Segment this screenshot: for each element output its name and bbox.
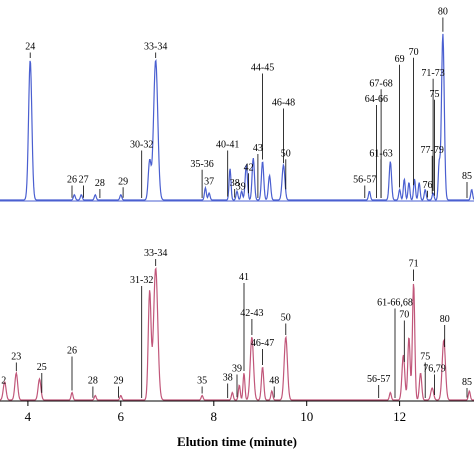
x-tick-label: 10	[300, 409, 313, 424]
peak-label-27: 27	[79, 175, 89, 186]
x-tick-label: 12	[393, 409, 406, 424]
peak-label-23: 23	[11, 352, 21, 363]
x-tick-label: 6	[118, 409, 125, 424]
peak-label-46-47: 46-47	[251, 338, 274, 349]
peak-label-50: 50	[281, 313, 291, 324]
peak-label-71-73: 71-73	[421, 68, 444, 79]
peak-label-2: 2	[1, 376, 6, 387]
x-tick-label: 4	[25, 409, 32, 424]
peak-label-85: 85	[462, 171, 472, 182]
peak-label-67-68: 67-68	[369, 78, 392, 89]
x-tick-label: 8	[211, 409, 218, 424]
peak-label-26: 26	[67, 346, 77, 357]
peak-label-44-45: 44-45	[251, 63, 274, 74]
peak-label-26: 26	[67, 175, 77, 186]
peak-label-38: 38	[223, 373, 233, 384]
peak-label-56-57: 56-57	[367, 374, 390, 385]
peak-label-80: 80	[440, 314, 450, 325]
peak-label-41: 41	[239, 272, 249, 283]
peak-label-69: 69	[395, 54, 405, 65]
peak-label-30-32: 30-32	[130, 140, 153, 151]
x-axis-ticks: 4 6 8 10 12	[25, 401, 406, 424]
peak-label-25: 25	[37, 362, 47, 373]
peak-label-61-66-68: 61-66,68	[377, 298, 413, 309]
peak-label-75: 75	[430, 89, 440, 100]
peak-label-76: 76	[423, 180, 433, 191]
peak-label-29: 29	[118, 176, 128, 187]
peak-label-77-79: 77-79	[421, 145, 444, 156]
peak-label-33-34: 33-34	[144, 248, 167, 259]
peak-label-42: 42	[244, 162, 254, 173]
peak-label-39: 39	[236, 182, 246, 193]
peak-label-42-43: 42-43	[240, 308, 263, 319]
peak-label-80: 80	[438, 7, 448, 18]
peak-label-31-32: 31-32	[130, 275, 153, 286]
peak-label-56-57: 56-57	[353, 175, 376, 186]
peak-label-28: 28	[88, 376, 98, 387]
peak-label-85: 85	[462, 377, 472, 388]
peak-label-24: 24	[25, 42, 35, 53]
peak-label-76-79: 76,79	[423, 364, 446, 375]
peak-label-33-34: 33-34	[144, 42, 167, 53]
peak-label-37: 37	[204, 176, 214, 187]
peak-label-50: 50	[281, 148, 291, 159]
peak-label-39: 39	[232, 364, 242, 375]
peak-label-35: 35	[197, 376, 207, 387]
peak-label-48: 48	[269, 376, 279, 387]
peak-label-28: 28	[95, 178, 105, 189]
peak-label-70: 70	[399, 310, 409, 321]
peak-label-29: 29	[114, 376, 124, 387]
peak-label-38: 38	[230, 178, 240, 189]
x-axis-label: Elution time (minute)	[177, 434, 297, 449]
peak-label-75: 75	[420, 352, 430, 363]
peak-label-64-66: 64-66	[365, 94, 388, 105]
peak-label-43: 43	[253, 143, 263, 154]
peak-label-46-48: 46-48	[272, 98, 295, 109]
peak-label-71: 71	[409, 259, 419, 270]
top-trace-line	[0, 33, 474, 201]
peak-label-35-36: 35-36	[190, 159, 213, 170]
x-axis: 4 6 8 10 12 Elution time (minute)	[0, 400, 474, 449]
peak-label-40-41: 40-41	[216, 140, 239, 151]
peak-label-70: 70	[409, 47, 419, 58]
bottom-trace-line	[0, 267, 474, 401]
